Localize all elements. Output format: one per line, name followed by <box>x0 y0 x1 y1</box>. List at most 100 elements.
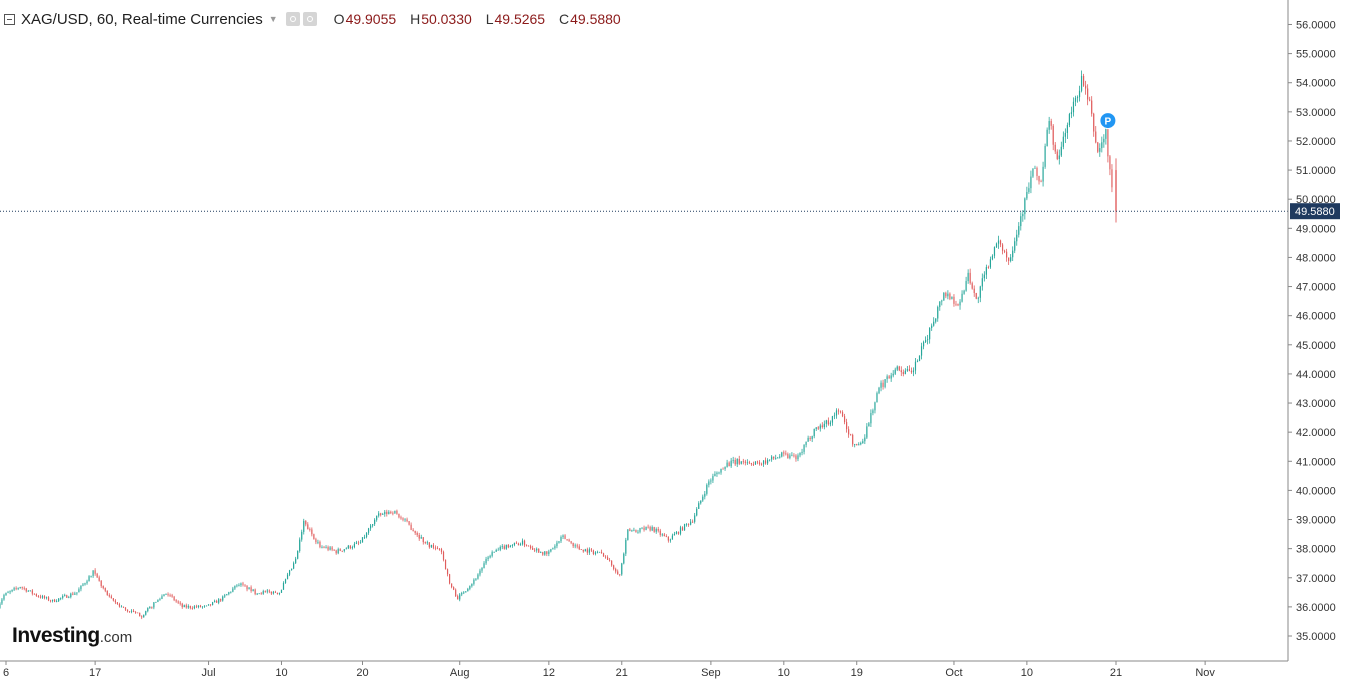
candle <box>1068 112 1071 128</box>
candle <box>266 589 268 594</box>
candle <box>51 599 54 603</box>
low-label: L <box>485 11 494 27</box>
candle-body <box>509 545 511 548</box>
x-axis[interactable]: 6 17 Jul 10 20 Aug 12 21 Sep 10 19 Oct 10 21 Nov <box>3 661 1215 679</box>
candle <box>141 615 143 620</box>
visibility-icon[interactable] <box>285 12 300 26</box>
candle <box>422 537 424 545</box>
candle-body <box>675 531 678 534</box>
candle-body <box>179 602 181 604</box>
candle <box>665 534 667 538</box>
candle-body <box>272 591 274 594</box>
candle <box>1036 166 1038 181</box>
candle-body <box>49 600 52 602</box>
candle-body <box>846 422 848 430</box>
candle-body <box>428 542 430 548</box>
candle <box>351 545 353 550</box>
candle-body <box>1076 97 1079 99</box>
candle <box>329 546 331 551</box>
collapse-icon[interactable] <box>4 13 15 25</box>
candle <box>892 370 894 378</box>
candle-body <box>999 240 1002 245</box>
candle <box>264 590 266 593</box>
candle-body <box>799 452 801 456</box>
candle-body <box>226 594 228 596</box>
candle <box>758 460 761 466</box>
candle <box>272 590 274 595</box>
candle-body <box>1048 121 1050 130</box>
candle-body <box>1008 257 1010 261</box>
candle <box>611 560 613 567</box>
candle-body <box>244 584 246 586</box>
candle-body <box>343 549 345 551</box>
candle-body <box>785 453 787 455</box>
pivot-marker-circle[interactable] <box>1099 112 1117 130</box>
candle <box>388 510 390 515</box>
candle-body <box>353 543 355 548</box>
candle <box>633 527 635 532</box>
candle <box>1099 143 1101 157</box>
candle-body <box>850 434 852 436</box>
candle <box>829 420 831 427</box>
candle <box>349 545 351 550</box>
symbol-title[interactable]: XAG/USD, 60, Real-time Currencies <box>21 10 263 28</box>
candle-body <box>878 387 880 394</box>
candle <box>39 594 42 599</box>
candle-body <box>924 340 927 343</box>
candle <box>1066 122 1068 139</box>
candle-body <box>955 303 957 305</box>
candle <box>1091 96 1093 117</box>
candle <box>702 494 704 502</box>
candle <box>550 548 552 553</box>
candle-body <box>141 616 143 618</box>
candle-body <box>1 599 3 604</box>
candle-body <box>475 578 477 580</box>
candle-body <box>11 589 13 592</box>
settings-icon[interactable] <box>302 12 317 26</box>
pivot-marker-icon[interactable]: P <box>1099 112 1117 130</box>
candle <box>169 593 171 598</box>
candle-body <box>1093 113 1095 132</box>
candle-body <box>922 342 925 347</box>
y-tick-label: 39.0000 <box>1296 515 1336 527</box>
candle <box>428 542 430 549</box>
y-tick-label: 41.0000 <box>1296 456 1336 468</box>
open-value: 49.9055 <box>345 11 397 27</box>
candle-body <box>503 546 505 549</box>
candle <box>647 524 649 529</box>
candle <box>1018 222 1020 238</box>
candle <box>505 544 507 550</box>
candle <box>943 292 945 301</box>
candle-body <box>13 588 15 590</box>
candle <box>357 540 360 546</box>
candle-body <box>1068 114 1071 126</box>
candle <box>76 592 78 596</box>
candle <box>991 254 994 261</box>
y-axis[interactable]: 35.0000 36.0000 37.0000 38.0000 39.0000 40.00… <box>1288 19 1336 643</box>
candle-body <box>550 549 552 552</box>
candle-body <box>892 373 894 376</box>
chevron-down-icon[interactable]: ▼ <box>268 14 278 24</box>
candle <box>856 443 858 446</box>
candle <box>649 525 651 532</box>
candle-body <box>420 537 422 539</box>
y-tick-label: 38.0000 <box>1296 544 1336 556</box>
candle-body <box>444 559 447 570</box>
candle <box>455 588 457 597</box>
candle <box>696 507 698 517</box>
candle <box>852 433 854 447</box>
candle <box>906 365 908 372</box>
candle <box>963 289 965 295</box>
candle-body <box>193 606 195 609</box>
candle <box>56 599 58 603</box>
candle <box>467 587 469 592</box>
candle <box>631 529 633 532</box>
candle <box>888 375 890 379</box>
current-price-label: 49.5880 <box>1295 206 1335 218</box>
candle-body <box>748 462 750 464</box>
candle-body <box>623 553 625 564</box>
candle <box>311 527 313 537</box>
candle-body <box>135 612 137 613</box>
candle <box>457 594 459 600</box>
